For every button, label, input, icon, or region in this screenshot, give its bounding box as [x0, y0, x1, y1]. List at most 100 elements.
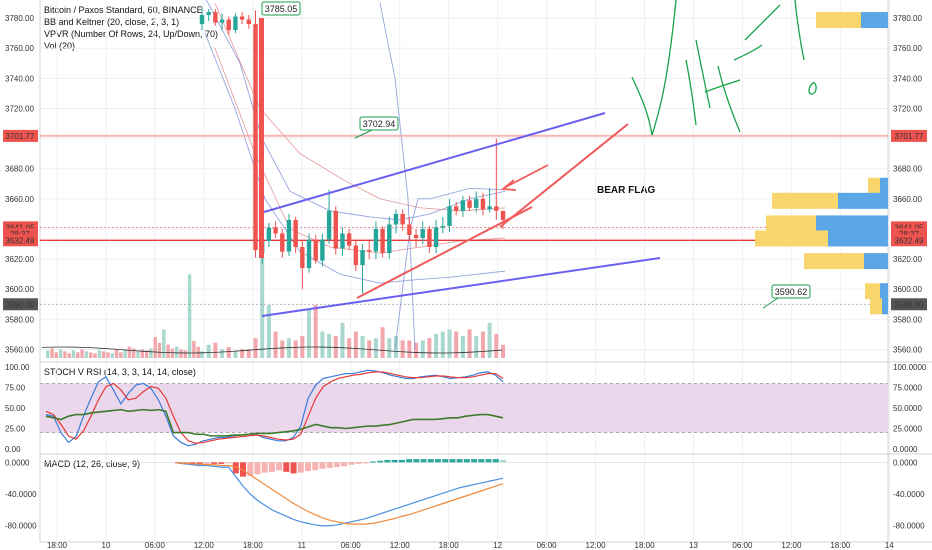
candle-body[interactable]: [353, 245, 359, 266]
vpvr-buy-bar: [868, 177, 880, 194]
price-badge-left: [3, 298, 38, 311]
candle-body[interactable]: [393, 213, 399, 225]
candle-body[interactable]: [460, 200, 466, 211]
candle-body[interactable]: [266, 227, 272, 242]
candle-body[interactable]: [246, 19, 252, 25]
candle-body[interactable]: [453, 206, 459, 211]
candle-body[interactable]: [413, 234, 419, 238]
price-tick-right: 3620.00: [893, 255, 922, 264]
arrow-shaft[interactable]: [503, 164, 549, 189]
candle-body[interactable]: [226, 19, 231, 31]
candle-body[interactable]: [239, 16, 245, 20]
handwriting-mark[interactable]: [733, 44, 763, 61]
macd-histogram-bar: [218, 462, 225, 464]
bear-flag-label: BEAR FLAG: [597, 185, 656, 196]
candle-body[interactable]: [253, 24, 258, 251]
candle-body[interactable]: [420, 228, 425, 238]
indicator-bb-label[interactable]: BB and Keltner (20, close, 2, 3, 1): [44, 17, 179, 27]
volume-bar: [140, 349, 144, 358]
candle-body[interactable]: [280, 233, 285, 252]
candle-body[interactable]: [306, 239, 312, 269]
candle-body[interactable]: [313, 239, 318, 261]
candle-body[interactable]: [387, 224, 392, 254]
channel-upper-trendline[interactable]: [263, 112, 606, 213]
stoch-title[interactable]: STOCH V RSI (14, 3, 3, 14, 14, close): [44, 367, 196, 377]
candle-body[interactable]: [407, 224, 412, 235]
candle-body[interactable]: [474, 198, 479, 208]
stoch-tick-right: 25.0000: [893, 425, 922, 434]
handwriting-mark[interactable]: [794, 0, 805, 61]
candle-body[interactable]: [286, 219, 292, 252]
arrow-head[interactable]: [500, 179, 517, 191]
candle-body[interactable]: [293, 219, 298, 248]
candle-body[interactable]: [219, 19, 225, 23]
handwriting-mark[interactable]: [704, 79, 741, 93]
macd-histogram-bar: [232, 462, 239, 474]
candle-body[interactable]: [300, 247, 305, 269]
indicator-vpvr-label[interactable]: VPVR (Number Of Rows, 24, Up/Down, 70): [44, 29, 218, 39]
stoch-rsi-line: [45, 408, 504, 437]
flag-lower-line[interactable]: [356, 206, 533, 299]
vpvr-buy-bar: [772, 192, 838, 209]
candle-body[interactable]: [340, 233, 345, 249]
stoch-tick-left: 100.00: [5, 363, 30, 372]
volume-ma-line: [41, 346, 503, 354]
candle-body[interactable]: [367, 250, 372, 252]
price-callout[interactable]: [771, 284, 811, 299]
candle-body[interactable]: [206, 12, 211, 16]
vpvr-buy-bar: [804, 253, 864, 270]
volume-bar: [387, 338, 392, 358]
candle-body[interactable]: [467, 200, 472, 208]
handwriting-mark[interactable]: [631, 0, 677, 136]
candle-body[interactable]: [326, 210, 332, 240]
handwriting-mark[interactable]: [685, 59, 697, 126]
candle-body[interactable]: [320, 239, 325, 261]
price-tick-left: 3600.00: [5, 285, 34, 294]
volume-bar: [494, 333, 499, 358]
price-callout[interactable]: [359, 116, 399, 131]
candle-body[interactable]: [346, 233, 352, 246]
channel-lower-trendline[interactable]: [261, 257, 661, 317]
price-callout[interactable]: [261, 1, 301, 16]
macd-title[interactable]: MACD (12, 26, close, 9): [44, 459, 140, 469]
handwriting-mark[interactable]: [744, 4, 781, 41]
time-axis-label: 18:00: [635, 541, 656, 550]
callout-pointer: [354, 129, 373, 139]
handwriting-mark[interactable]: [808, 82, 817, 95]
price-tick-right: 3780.00: [893, 14, 922, 23]
handwriting-mark[interactable]: [695, 39, 711, 109]
volume-bar: [226, 347, 231, 358]
volume-bar: [307, 309, 312, 358]
candle-body[interactable]: [487, 206, 492, 210]
stoch-tick-right: 100.0000: [893, 363, 927, 372]
handwriting-mark[interactable]: [717, 65, 741, 133]
time-axis-label: 12:00: [781, 541, 802, 550]
candle-body[interactable]: [433, 227, 439, 248]
candle-body[interactable]: [373, 228, 379, 252]
candle-body[interactable]: [440, 225, 445, 228]
flag-upper-line[interactable]: [499, 123, 629, 228]
candle-body[interactable]: [427, 228, 432, 248]
volume-bar: [454, 331, 459, 358]
candle-body[interactable]: [380, 228, 385, 254]
candle-body[interactable]: [213, 12, 218, 23]
candle-body[interactable]: [333, 210, 338, 249]
candle-body[interactable]: [360, 250, 365, 266]
volume-bar: [50, 348, 54, 358]
volume-bar: [360, 336, 365, 358]
volume-bar: [320, 331, 325, 358]
candle-body[interactable]: [273, 227, 278, 234]
candle-body[interactable]: [500, 210, 506, 220]
volume-bar: [273, 331, 278, 358]
vpvr-sell-bar: [880, 283, 888, 300]
volume-bar: [192, 340, 196, 358]
candle-body[interactable]: [199, 15, 205, 25]
candle-body[interactable]: [400, 213, 405, 225]
stoch-band: [40, 383, 888, 433]
candle-body[interactable]: [494, 206, 499, 211]
candle-body[interactable]: [447, 206, 452, 226]
indicator-vol-label[interactable]: Vol (20): [44, 41, 75, 51]
candle-body[interactable]: [480, 198, 486, 210]
candle-body[interactable]: [233, 16, 238, 31]
